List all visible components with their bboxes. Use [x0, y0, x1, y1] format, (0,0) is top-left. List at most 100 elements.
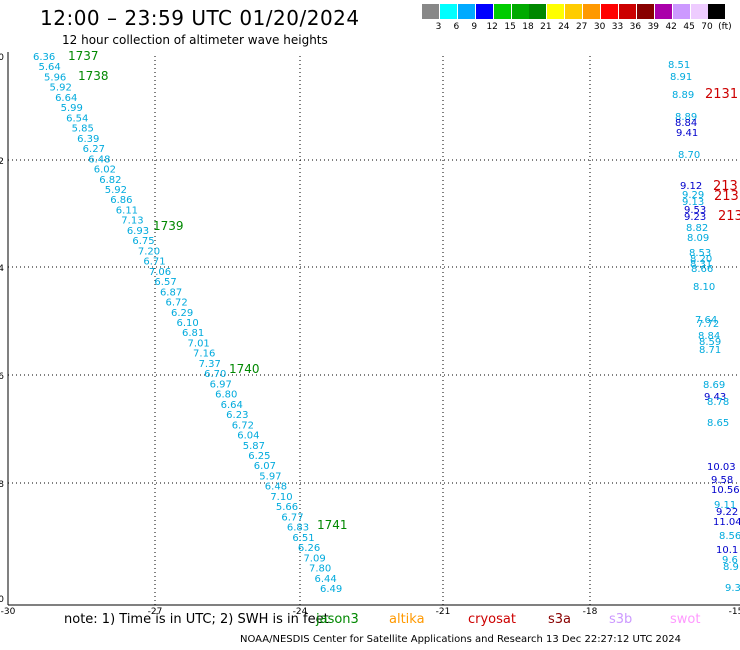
legend-label: 9	[471, 22, 478, 32]
legend-swatch	[654, 4, 672, 19]
track-value-label: 5.66	[276, 502, 298, 513]
footer-note: note: 1) Time is in UTC; 2) SWH is in fe…	[64, 612, 329, 627]
pass-time-label: 1740	[229, 362, 260, 376]
track-value-label: 8.89	[672, 90, 694, 101]
track-value-label: 6.93	[127, 226, 149, 237]
lon-tick-label: -30	[1, 607, 16, 617]
track-value-label: 9.29	[682, 190, 704, 201]
track-value-label: 7.37	[199, 359, 221, 370]
map-title: 12:00 – 23:59 UTC 01/20/2024	[40, 6, 360, 30]
legend-swatch	[636, 4, 654, 19]
legend-label: 12	[486, 22, 498, 32]
track-value-label: 8.84	[698, 331, 720, 342]
track-value-label: 6.64	[55, 93, 77, 104]
pass-time-label: 2131	[705, 87, 738, 102]
track-value-label: 6.26	[298, 543, 320, 554]
track-value-label: 6.39	[77, 134, 99, 145]
track-value-label: 6.70	[204, 369, 226, 380]
track-value-label: 8.59	[699, 337, 721, 348]
track-value-label: 8.70	[678, 150, 700, 161]
pass-time-label: 213	[713, 179, 738, 194]
track-value-label: 6.11	[116, 205, 138, 216]
track-value-label: 8.20	[690, 254, 712, 265]
track-value-label: 8.51	[668, 60, 690, 71]
track-value-label: 9.6	[722, 555, 738, 566]
legend-label: 33	[611, 22, 624, 32]
track-value-label: 6.44	[314, 574, 336, 585]
track-value-label: 6.87	[160, 287, 182, 298]
pass-time-label: 213	[714, 189, 739, 204]
legend-swatch	[422, 4, 439, 19]
lat-tick-label: -30	[0, 53, 4, 63]
track-value-label: 8.09	[687, 233, 709, 244]
track-value-label: 6.10	[177, 318, 199, 329]
track-value-label: 10.1	[716, 545, 738, 556]
track-value-label: 6.49	[320, 584, 342, 595]
lon-tick-label: -21	[436, 607, 451, 617]
track-value-label: 8.84	[675, 118, 697, 129]
lat-tick-label: -32	[0, 157, 4, 167]
track-value-label: 9.23	[684, 212, 706, 223]
satellite-legend-jason3: jason3	[316, 612, 359, 627]
track-value-label: 6.77	[281, 512, 303, 523]
legend-swatch	[475, 4, 493, 19]
track-value-label: 6.23	[226, 410, 248, 421]
track-value-label: 8.31	[690, 259, 712, 270]
pass-time-label: 213	[718, 209, 740, 224]
track-value-label: 6.36	[33, 52, 55, 63]
legend-swatch	[618, 4, 636, 19]
legend-label: 27	[575, 22, 588, 32]
pass-time-label: 1739	[153, 219, 184, 233]
legend-swatch	[493, 4, 511, 19]
track-value-label: 6.72	[165, 298, 187, 309]
legend-swatch	[690, 4, 708, 19]
legend-swatch	[439, 4, 457, 19]
track-value-label: 8.69	[703, 380, 725, 391]
track-value-label: 6.81	[182, 328, 204, 339]
track-value-label: 9.11	[714, 500, 736, 511]
legend-label: 39	[647, 22, 660, 32]
track-value-label: 7.64	[695, 315, 717, 326]
track-value-label: 8.91	[670, 72, 692, 83]
track-value-label: 6.29	[171, 308, 193, 319]
track-value-label: 8.82	[686, 223, 708, 234]
track-value-label: 10.56	[711, 485, 740, 496]
satellite-legend-altika: altika	[389, 612, 425, 627]
track-value-label: 8.78	[707, 397, 729, 408]
track-value-label: 6.82	[99, 175, 121, 186]
track-value-label: 6.97	[210, 379, 232, 390]
track-value-label: 5.99	[61, 103, 83, 114]
track-value-label: 9.41	[676, 128, 698, 139]
pass-time-label: 1741	[317, 518, 348, 532]
legend-swatch	[565, 4, 583, 19]
legend-label: 21	[540, 22, 552, 32]
track-value-label: 8.56	[719, 531, 740, 542]
track-value-label: 7.16	[193, 349, 215, 360]
legend-swatch	[708, 4, 726, 19]
legend-label: 24	[558, 22, 570, 32]
track-value-label: 6.27	[83, 144, 105, 155]
legend-label: 6	[453, 22, 460, 32]
track-value-label: 6.75	[132, 236, 154, 247]
track-value-label: 6.80	[215, 390, 237, 401]
lon-tick-label: -18	[583, 607, 598, 617]
track-value-label: 9.3	[725, 583, 740, 594]
track-value-label: 5.92	[105, 185, 127, 196]
satellite-legend-swot: swot	[670, 612, 701, 627]
lon-tick-label: -27	[148, 607, 163, 617]
legend-label: 70	[701, 22, 713, 32]
legend-label: 45	[683, 22, 695, 32]
legend-label: 36	[629, 22, 642, 32]
track-value-label: 5.92	[50, 83, 72, 94]
track-value-label: 6.48	[88, 154, 110, 165]
track-value-label: 7.72	[697, 319, 719, 330]
track-value-label: 6.54	[66, 113, 88, 124]
legend-swatch	[583, 4, 601, 19]
credit-line: NOAA/NESDIS Center for Satellite Applica…	[240, 634, 682, 645]
legend-label: 3	[435, 22, 442, 32]
track-value-label: 6.07	[254, 461, 276, 472]
track-value-label: 9.22	[716, 507, 738, 518]
track-value-label: 9.43	[704, 392, 726, 403]
legend-swatch	[529, 4, 547, 19]
legend-swatch	[547, 4, 565, 19]
